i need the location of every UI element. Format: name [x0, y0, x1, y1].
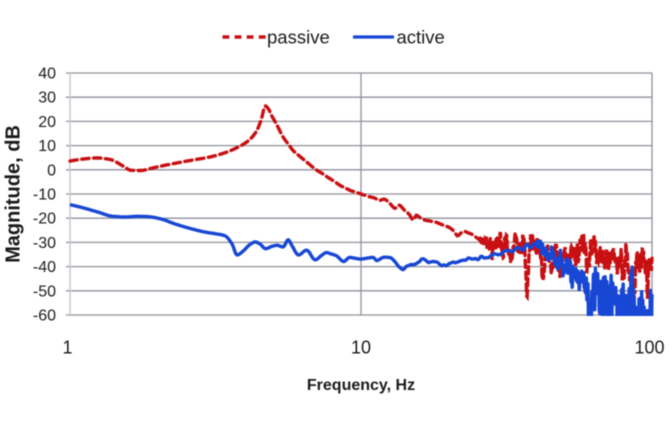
svg-text:-30: -30	[33, 235, 56, 252]
svg-text:Frequency, Hz: Frequency, Hz	[307, 377, 415, 394]
svg-text:passive: passive	[267, 27, 330, 48]
svg-text:-20: -20	[33, 211, 56, 228]
svg-text:10: 10	[38, 138, 56, 155]
svg-text:-10: -10	[33, 187, 56, 204]
svg-text:active: active	[397, 27, 445, 48]
svg-text:0: 0	[47, 162, 56, 179]
svg-text:20: 20	[38, 114, 56, 131]
svg-text:40: 40	[38, 66, 56, 83]
svg-text:-60: -60	[33, 308, 56, 325]
svg-text:-50: -50	[33, 283, 56, 300]
svg-text:30: 30	[38, 90, 56, 107]
svg-text:-40: -40	[33, 259, 56, 276]
svg-text:10: 10	[351, 338, 371, 358]
svg-text:Magnitude, dB: Magnitude, dB	[3, 125, 25, 263]
svg-text:100: 100	[634, 338, 664, 358]
svg-text:1: 1	[62, 338, 72, 358]
